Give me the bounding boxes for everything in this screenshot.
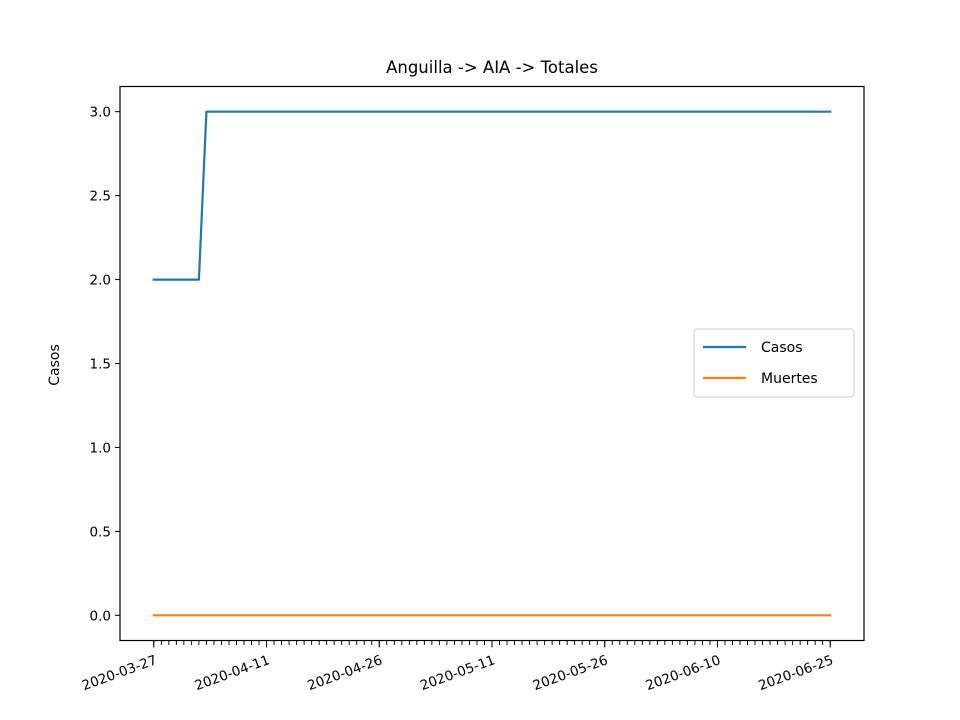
y-tick-label: 0.0	[90, 608, 111, 624]
y-axis-label: Casos	[47, 344, 63, 386]
y-tick-label: 0.5	[90, 524, 111, 540]
y-axis-ticks: 0.0 0.5 1.0 1.5 2.0 2.5 3.0	[90, 105, 120, 624]
y-tick-label: 1.0	[90, 440, 111, 456]
y-tick-label: 2.0	[90, 273, 111, 289]
y-tick-label: 2.5	[90, 189, 111, 205]
y-tick-label: 3.0	[90, 105, 111, 121]
legend: Casos Muertes	[693, 328, 855, 398]
plot-lines	[152, 110, 832, 617]
legend-entry: Casos	[761, 340, 803, 356]
series-line-casos	[152, 110, 832, 281]
chart-title: Anguilla -> AIA -> Totales	[386, 58, 598, 77]
y-tick-label: 1.5	[90, 357, 111, 373]
legend-entry: Muertes	[761, 371, 818, 387]
plot-frame	[119, 85, 865, 642]
